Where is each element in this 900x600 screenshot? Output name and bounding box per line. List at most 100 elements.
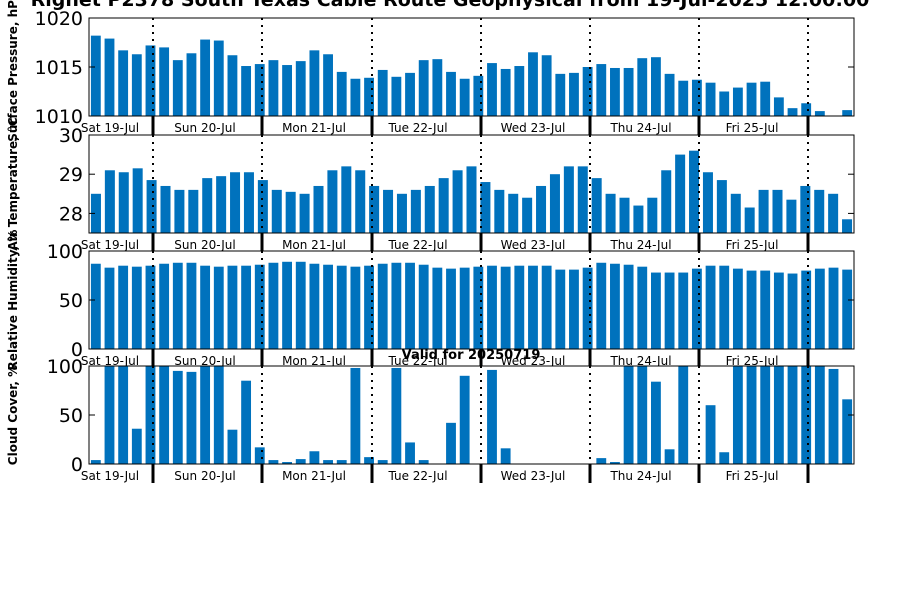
bar (842, 269, 853, 349)
x-tick-label: Wed 23-Jul (501, 238, 566, 252)
bar (90, 35, 101, 116)
bar (746, 82, 757, 116)
bar (188, 189, 199, 233)
y-tick-label: 1020 (35, 8, 83, 30)
bar (651, 272, 661, 349)
bar (285, 191, 296, 233)
y-tick-label: 50 (59, 290, 83, 312)
x-tick-label: Mon 21-Jul (282, 238, 346, 252)
bar (605, 193, 616, 233)
bar (186, 53, 197, 116)
bar (664, 449, 675, 464)
bar (396, 193, 407, 233)
bar (418, 460, 429, 464)
bar (500, 68, 511, 116)
bar (355, 170, 366, 233)
bar (418, 264, 429, 349)
bar (647, 197, 658, 233)
bar (104, 38, 115, 116)
x-tick-label: Tue 22-Jul (387, 121, 447, 135)
bar (569, 269, 579, 349)
bar (159, 366, 170, 464)
bar (746, 366, 757, 464)
bar (716, 180, 727, 233)
bar (732, 268, 743, 349)
bar (664, 272, 675, 349)
bar (391, 262, 402, 349)
bar (159, 47, 170, 116)
bar (90, 460, 101, 464)
bar (786, 199, 797, 233)
bar (675, 154, 686, 233)
bar (623, 67, 634, 116)
bar (541, 55, 552, 116)
bar (842, 399, 853, 464)
bar (702, 172, 713, 233)
bar (118, 366, 129, 464)
x-tick-label: Wed 23-Jul (501, 469, 566, 483)
bar (295, 459, 306, 464)
bar (227, 55, 238, 116)
bar (528, 52, 538, 116)
bar (459, 267, 470, 349)
bar (661, 170, 672, 233)
bar (271, 189, 282, 233)
bar (787, 273, 798, 349)
bar (746, 270, 757, 349)
bar (473, 75, 484, 116)
bar (514, 66, 525, 116)
bar (200, 39, 211, 117)
bar (391, 367, 402, 464)
x-tick-label: Fri 25-Jul (726, 469, 779, 483)
bar (202, 178, 213, 233)
bar (555, 73, 566, 116)
chart-title: Rignet P2378 South Texas Cable Route Geo… (31, 0, 870, 11)
bar (828, 368, 839, 464)
bar (691, 79, 702, 116)
bar (172, 262, 183, 349)
bar (610, 462, 620, 464)
bar (243, 172, 254, 233)
bar (200, 366, 211, 464)
y-tick-label: 0 (71, 454, 83, 476)
bar (730, 193, 741, 233)
bar (705, 265, 716, 349)
y-axis-label: Cloud Cover, % (6, 365, 20, 465)
bar (633, 205, 644, 233)
bar (466, 166, 477, 233)
bar (760, 270, 771, 349)
bar (213, 266, 224, 349)
y-tick-label: 1015 (35, 57, 83, 79)
bar (391, 76, 402, 116)
bar (350, 266, 361, 349)
bar (651, 57, 661, 116)
bar (159, 263, 170, 349)
bar (254, 447, 265, 464)
y-axis-label: Surface Pressure, hPa (6, 0, 20, 142)
bar (651, 381, 661, 464)
x-tick-label: Sun 20-Jul (174, 121, 235, 135)
bar (623, 366, 634, 464)
bar (591, 178, 602, 233)
bar (418, 60, 429, 116)
bar (104, 170, 115, 233)
bar (364, 457, 374, 464)
bar (500, 448, 511, 464)
bar (569, 72, 579, 116)
x-tick-label: Wed 23-Jul (501, 121, 566, 135)
bar (227, 265, 238, 349)
bar (327, 170, 338, 233)
bar (773, 366, 784, 464)
bar (637, 366, 648, 464)
bar (487, 369, 497, 464)
bar (350, 367, 361, 464)
bar (758, 189, 769, 233)
bar (200, 265, 211, 349)
bar (719, 452, 730, 464)
x-tick-label: Sun 20-Jul (174, 469, 235, 483)
y-tick-label: 100 (47, 241, 83, 263)
x-tick-label: Thu 24-Jul (609, 238, 671, 252)
bar (446, 268, 456, 349)
